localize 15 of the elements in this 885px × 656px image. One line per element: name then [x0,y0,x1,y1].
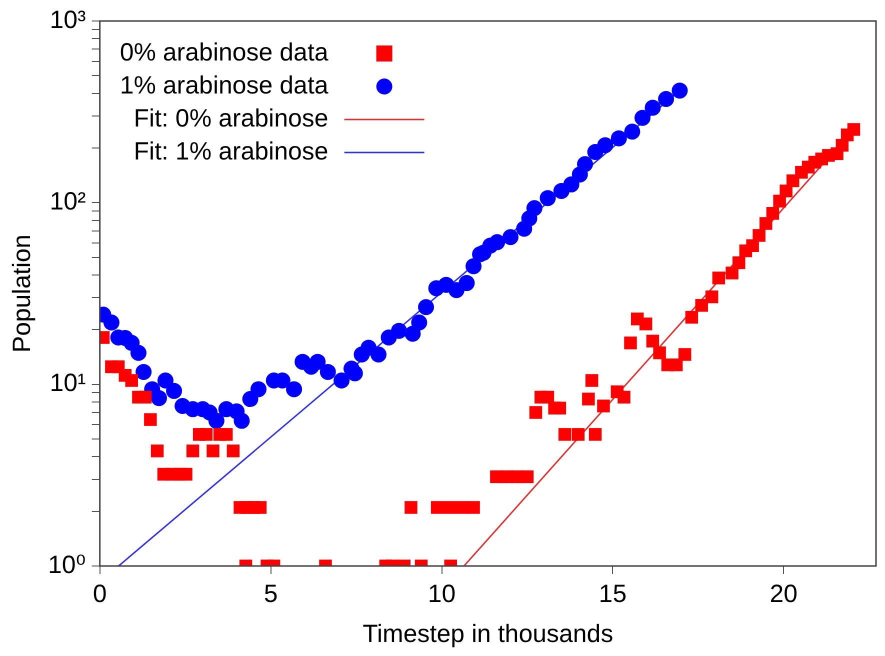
y-tick-label: 10² [50,188,86,216]
y-axis-title: Population [8,234,36,353]
x-tick-label: 0 [92,580,107,608]
y-tick-label: 10³ [50,6,86,34]
x-tick-label: 10 [428,580,456,608]
x-axis-title: Timestep in thousands [362,620,614,648]
x-tick-label: 5 [264,580,278,608]
y-tick-label: 10¹ [50,369,86,398]
legend-label: 0% arabinose data [120,38,328,66]
legend-label: 1% arabinose data [120,71,328,100]
legend-label: Fit: 1% arabinose [134,137,328,166]
x-tick-label: 20 [770,580,798,608]
y-tick-label: 10⁰ [48,550,86,579]
x-tick-label: 15 [598,580,627,608]
legend-label: Fit: 0% arabinose [134,104,328,132]
